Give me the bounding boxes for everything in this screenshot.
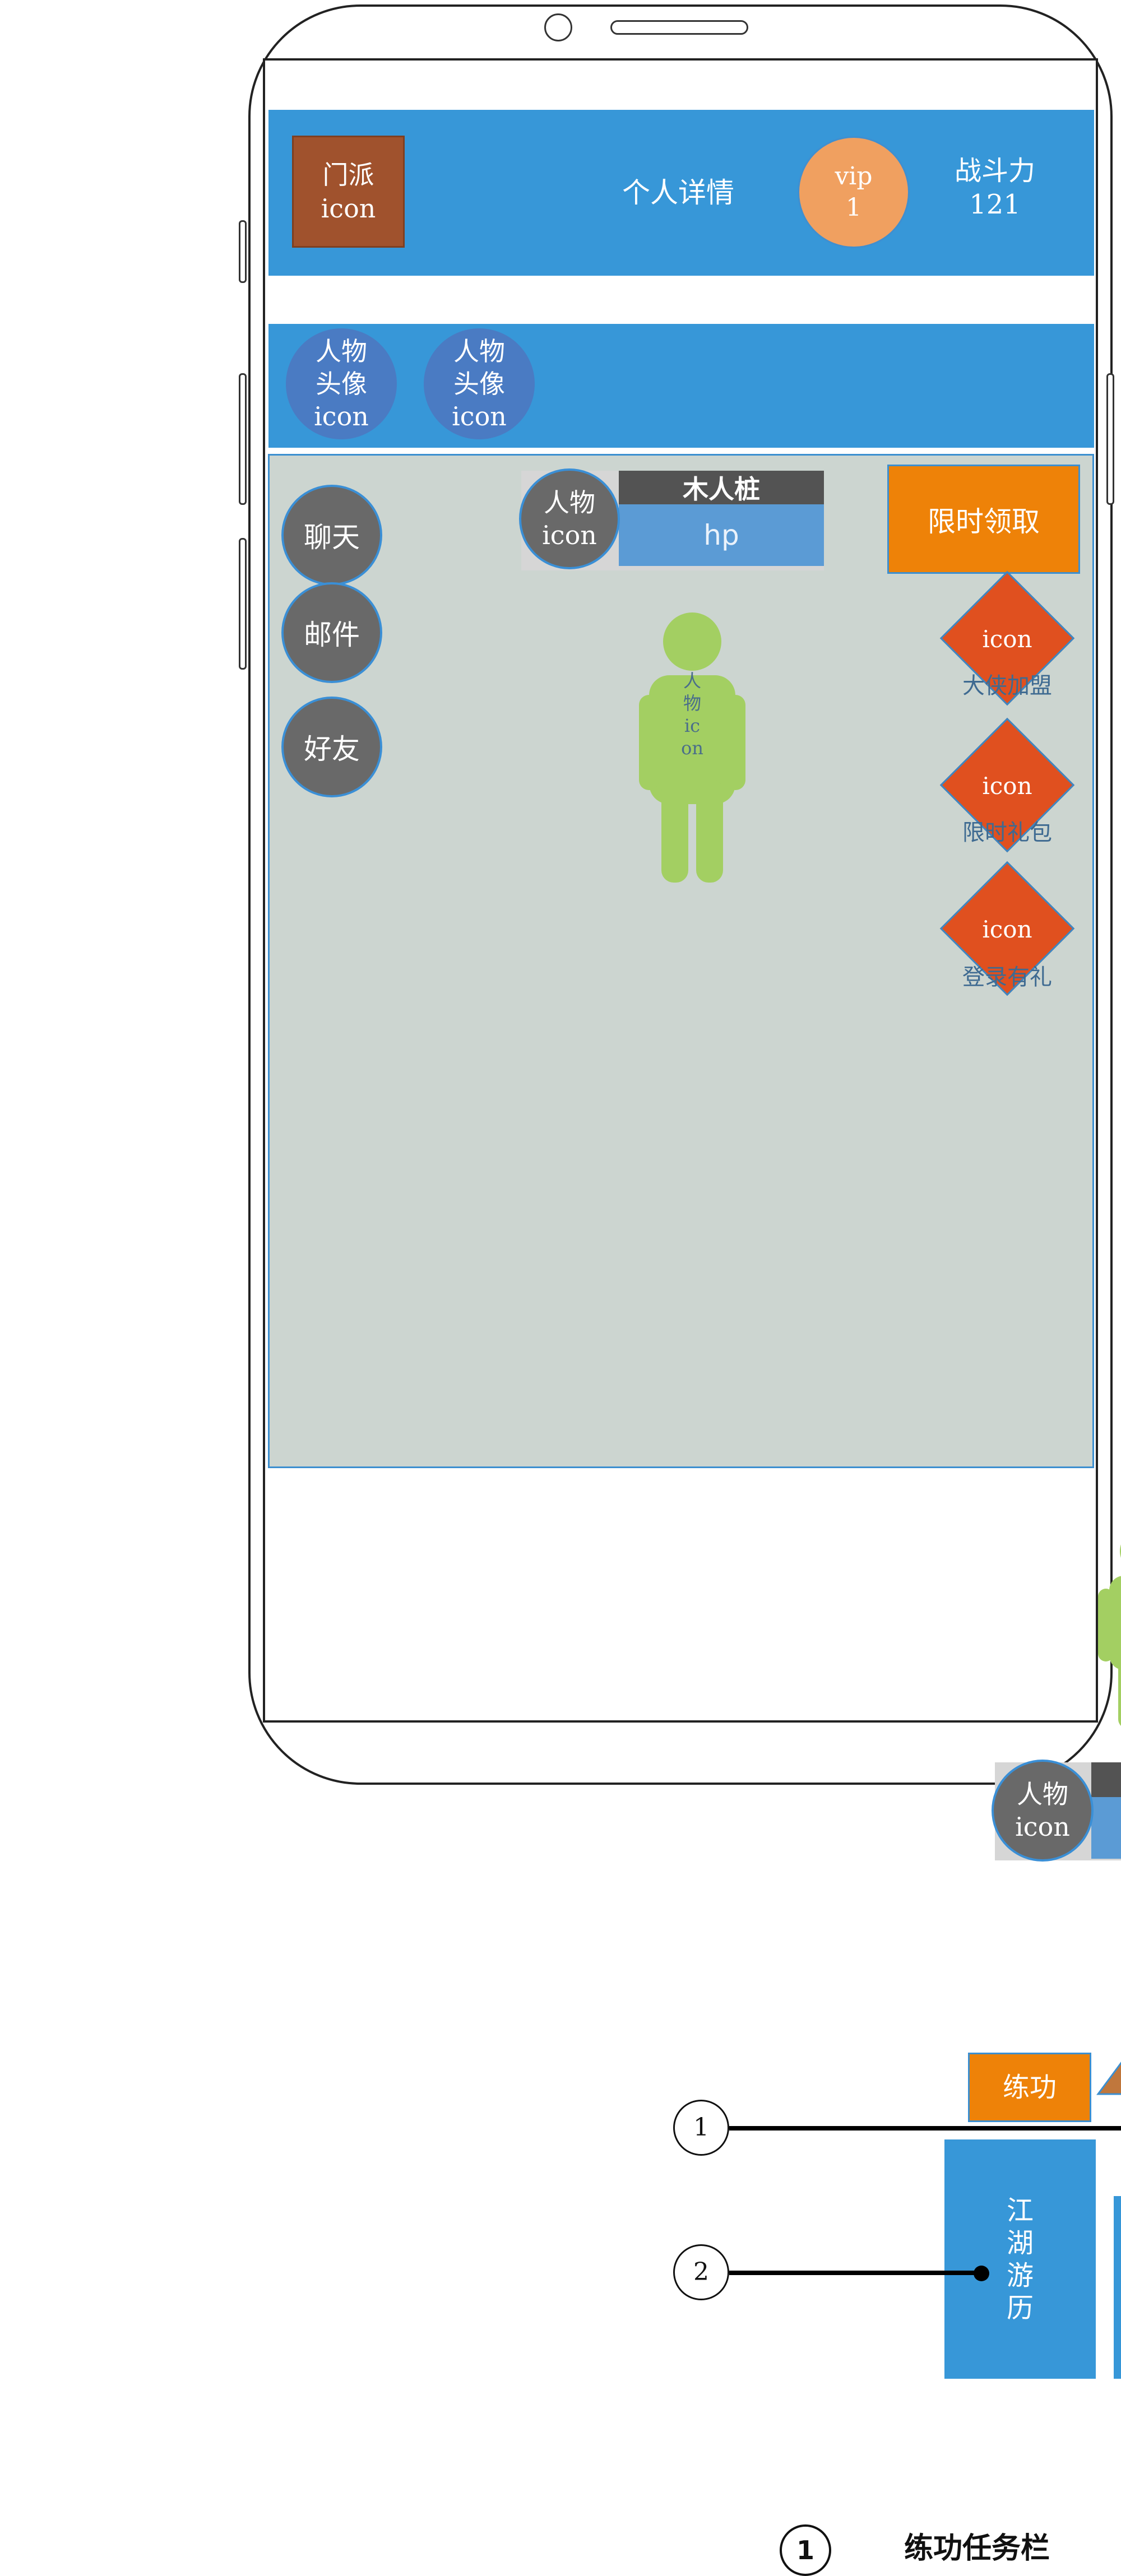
- avatar-label: 头像: [316, 369, 367, 399]
- target-hp-bar: hp: [619, 504, 824, 566]
- member-exp-bar: 经验: [1091, 1797, 1121, 1859]
- phone-side-button: [1106, 373, 1114, 505]
- legend-badge-1: 1: [780, 2524, 831, 2576]
- avatar-label: 人物: [453, 336, 505, 366]
- nav-label-char: 游: [1006, 2259, 1034, 2291]
- callout-2: 2: [673, 2244, 729, 2300]
- party-avatar-2[interactable]: 人物 头像 icon: [424, 328, 535, 439]
- party-avatar-1[interactable]: 人物 头像 icon: [286, 328, 397, 439]
- mail-button[interactable]: 邮件: [281, 582, 382, 683]
- target-name: 木人桩: [619, 471, 824, 504]
- chat-button[interactable]: 聊天: [281, 485, 382, 586]
- legend-text-1: 练功任务栏: [904, 2532, 1050, 2565]
- task-bar-roof: [1096, 2062, 1121, 2095]
- nav-label-char: 江: [1006, 2194, 1034, 2226]
- event-icon-label: icon: [982, 625, 1032, 653]
- vip-label: vip: [835, 162, 873, 191]
- figure-label-line: 物: [683, 693, 701, 714]
- nav-label-char: 历: [1006, 2292, 1034, 2324]
- speaker-grille: [610, 20, 748, 35]
- avatar-label: 头像: [453, 369, 505, 399]
- jianghu-journey-button[interactable]: 江 湖 游 历: [944, 2139, 1096, 2379]
- event-caption: 限时礼包: [962, 820, 1052, 846]
- target-icon-sub: icon: [542, 520, 597, 550]
- top-header-bar: [268, 110, 1094, 276]
- sect-icon-sub: icon: [321, 193, 376, 224]
- callout-1: 1: [673, 2100, 729, 2156]
- vip-badge[interactable]: vip 1: [798, 136, 910, 248]
- combat-power-label: 战斗力: [954, 155, 1035, 187]
- combat-power-value: 121: [969, 189, 1021, 220]
- target-icon[interactable]: 人物 icon: [519, 468, 620, 569]
- party-bar: [268, 324, 1094, 448]
- figure-label-line: 人: [683, 670, 701, 691]
- event-caption: 登录有礼: [962, 964, 1052, 990]
- avatar-label: 人物: [316, 336, 367, 366]
- figure-label-line: ic: [684, 715, 701, 736]
- avatar-label: icon: [314, 401, 369, 431]
- camera-icon: [544, 13, 572, 41]
- practice-button[interactable]: 练功: [968, 2053, 1091, 2122]
- callout-dot: [974, 2266, 989, 2281]
- figure-main-label: 人 物 ic on 人物 icon 人物 icon 人 物 ic on 名称 经…: [670, 670, 1121, 2576]
- member-icon[interactable]: 人物 icon: [992, 1760, 1094, 1862]
- nav-label-char: 湖: [1006, 2227, 1034, 2259]
- member-icon-label: 人物: [1017, 1779, 1068, 1809]
- combat-power: 战斗力 121: [947, 151, 1043, 224]
- avatar-label: icon: [452, 401, 507, 431]
- limited-claim-button[interactable]: 限时领取: [887, 465, 1080, 574]
- callout-line: [729, 2126, 1121, 2131]
- member-icon-sub: icon: [1015, 1812, 1070, 1842]
- friends-button[interactable]: 好友: [281, 697, 382, 797]
- phone-side-button: [239, 538, 247, 670]
- profile-details-link[interactable]: 个人详情: [622, 177, 734, 209]
- target-icon-label: 人物: [544, 488, 595, 518]
- event-caption: 大侠加盟: [962, 673, 1052, 699]
- character-figure-left[interactable]: [1096, 1530, 1121, 1732]
- event-icon-label: icon: [982, 772, 1032, 800]
- phone-side-button: [239, 220, 247, 283]
- sect-icon[interactable]: 门派 icon: [292, 136, 405, 248]
- character-figure-main[interactable]: [633, 611, 751, 885]
- phone-side-button: [239, 373, 247, 505]
- vip-level: 1: [846, 193, 861, 222]
- event-icon-label: icon: [982, 915, 1032, 943]
- figure-label-line: on: [681, 737, 703, 759]
- callout-line: [729, 2271, 983, 2275]
- backpack-button[interactable]: 背 包: [1114, 2196, 1121, 2379]
- figure-left-label: 人物 icon: [1113, 1575, 1121, 1619]
- sect-icon-label: 门派: [322, 160, 374, 190]
- member-name: 名称: [1091, 1762, 1121, 1797]
